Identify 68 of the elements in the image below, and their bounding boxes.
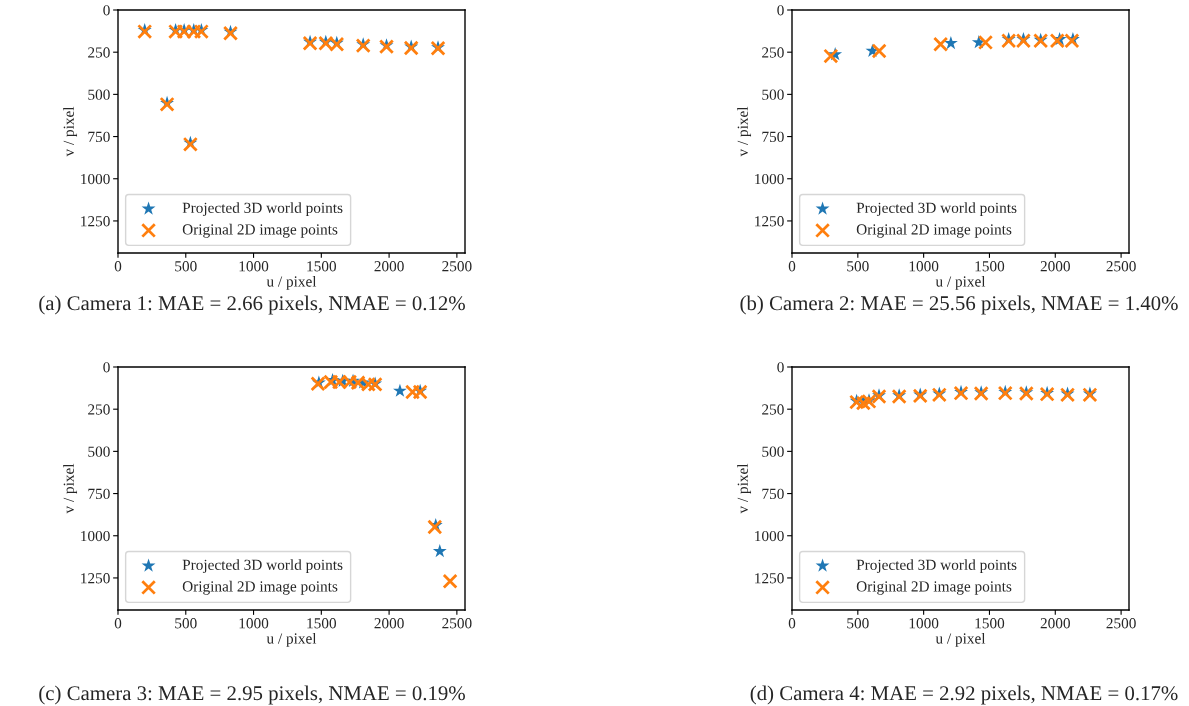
x-tick-label: 1000 <box>909 261 939 272</box>
x-tick-label: 0 <box>788 261 796 272</box>
x-tick-label: 2500 <box>1106 618 1136 629</box>
x-tick-label: 1000 <box>239 261 269 272</box>
x-tick-label: 500 <box>847 261 869 272</box>
y-tick-label: 500 <box>762 89 784 100</box>
legend-label: Projected 3D world points <box>182 202 343 217</box>
y-axis-title: v / pixel <box>737 463 752 514</box>
y-tick-label: 0 <box>777 5 784 16</box>
y-tick-label: 1250 <box>81 216 110 227</box>
x-tick-label: 2500 <box>442 618 472 629</box>
y-tick-label: 500 <box>88 89 110 100</box>
text: (c) Camera 3: MAE = 2.95 pixels, NMAE = 0.19% <box>39 685 465 705</box>
x-tick-label: 500 <box>847 618 869 629</box>
y-tick-label: 1250 <box>755 216 784 227</box>
legend-label: Original 2D image points <box>182 580 338 595</box>
legend-label: Projected 3D world points <box>856 559 1017 574</box>
x-tick-label: 2000 <box>1040 261 1070 272</box>
legend-label: Projected 3D world points <box>856 202 1017 217</box>
x-tick-label: 2000 <box>1040 618 1070 629</box>
x-axis-title: u / pixel <box>935 275 986 290</box>
y-tick-label: 1000 <box>81 530 110 542</box>
legend-label: Projected 3D world points <box>182 559 343 574</box>
y-tick-label: 0 <box>103 5 110 16</box>
text: (b) Camera 2: MAE = 25.56 pixels, NMAE = 1.40% <box>740 295 1178 315</box>
x-tick-label: 1500 <box>975 618 1005 629</box>
y-tick-label: 250 <box>88 404 110 415</box>
y-tick-label: 250 <box>88 47 110 58</box>
y-axis-title: v / pixel <box>63 106 78 157</box>
x-tick-label: 1500 <box>307 261 337 272</box>
legend-label: Original 2D image points <box>182 223 338 238</box>
y-tick-label: 750 <box>88 131 110 143</box>
y-axis-title: v / pixel <box>63 463 78 514</box>
x-tick-label: 0 <box>114 618 122 629</box>
text: (d) Camera 4: MAE = 2.92 pixels, NMAE = 0.17% <box>750 685 1178 705</box>
x-tick-label: 2000 <box>374 618 404 629</box>
x-tick-label: 1500 <box>975 261 1005 272</box>
x-axis-title: u / pixel <box>935 632 986 647</box>
x-tick-label: 500 <box>175 618 197 629</box>
x-tick-label: 1500 <box>307 618 337 629</box>
y-tick-label: 250 <box>762 404 784 415</box>
y-tick-label: 500 <box>762 446 784 457</box>
y-axis-title: v / pixel <box>737 106 752 157</box>
legend-label: Original 2D image points <box>856 580 1012 595</box>
x-tick-label: 0 <box>788 618 796 629</box>
y-tick-label: 250 <box>762 47 784 58</box>
x-tick-label: 1000 <box>239 618 269 629</box>
x-tick-label: 0 <box>114 261 122 272</box>
x-axis-title: u / pixel <box>266 632 317 647</box>
y-tick-label: 0 <box>777 362 784 373</box>
y-tick-label: 1000 <box>81 173 110 185</box>
y-tick-label: 1000 <box>755 173 784 185</box>
text: (a) Camera 1: MAE = 2.66 pixels, NMAE = 0.12% <box>39 295 465 315</box>
y-tick-label: 750 <box>762 488 784 500</box>
y-tick-label: 750 <box>88 488 110 500</box>
x-axis-title: u / pixel <box>266 275 317 290</box>
legend-label: Original 2D image points <box>856 223 1012 238</box>
x-tick-label: 500 <box>175 261 197 272</box>
y-tick-label: 500 <box>88 446 110 457</box>
y-tick-label: 1250 <box>755 573 784 584</box>
x-tick-label: 2500 <box>442 261 472 272</box>
x-tick-label: 2000 <box>374 261 404 272</box>
y-tick-label: 1000 <box>755 530 784 542</box>
x-tick-label: 1000 <box>909 618 939 629</box>
y-tick-label: 1250 <box>81 573 110 584</box>
y-tick-label: 0 <box>103 362 110 373</box>
y-tick-label: 750 <box>762 131 784 143</box>
x-tick-label: 2500 <box>1106 261 1136 272</box>
